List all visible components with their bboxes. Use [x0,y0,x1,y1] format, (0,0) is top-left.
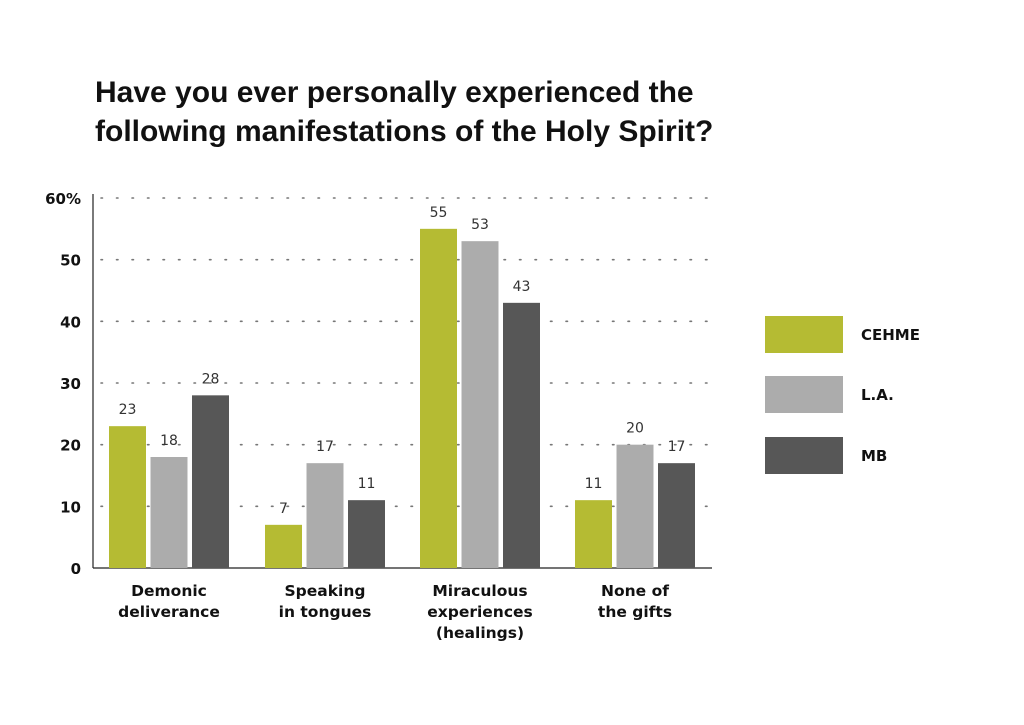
y-tick-label: 60% [45,190,81,208]
legend-swatch [765,316,843,353]
legend-label: L.A. [861,386,894,404]
y-tick-label: 10 [60,498,81,516]
category-label: None of the gifts [598,582,672,621]
bar [461,241,499,568]
category-label: Speaking in tongues [279,582,372,621]
y-tick-label: 50 [60,252,81,270]
chart-title-line-2: following manifestations of the Holy Spi… [95,115,714,148]
category-label: Demonic deliverance [118,582,220,621]
bar [192,395,229,568]
y-tick-label: 40 [60,313,81,331]
legend-label: MB [861,447,887,465]
legend-label: CEHME [861,326,920,344]
bar [265,524,302,568]
bar [348,500,385,568]
data-label: 17 [316,439,334,455]
data-label: 55 [430,205,448,221]
bar [109,426,146,568]
data-label: 43 [513,279,531,295]
bar [503,302,540,568]
bar [616,444,654,568]
bar [658,463,695,568]
legend-swatch [765,376,843,413]
y-tick-label: 30 [60,375,81,393]
data-label: 17 [668,439,686,455]
y-tick-label: 0 [71,560,81,578]
y-tick-label: 20 [60,437,81,455]
data-label: 28 [202,371,220,387]
chart-title-line-1: Have you ever personally experienced the [95,76,694,109]
data-label: 18 [160,433,178,449]
data-label: 23 [119,402,137,418]
bar [306,463,344,568]
legend-swatch [765,437,843,474]
data-label: 11 [585,476,603,492]
category-label: Miraculous experiences (healings) [427,582,533,642]
bar [150,457,188,568]
bar [420,228,457,569]
data-label: 11 [358,476,376,492]
data-label: 7 [279,501,288,517]
data-label: 53 [471,217,489,233]
bar [575,500,612,568]
data-label: 20 [626,421,644,437]
